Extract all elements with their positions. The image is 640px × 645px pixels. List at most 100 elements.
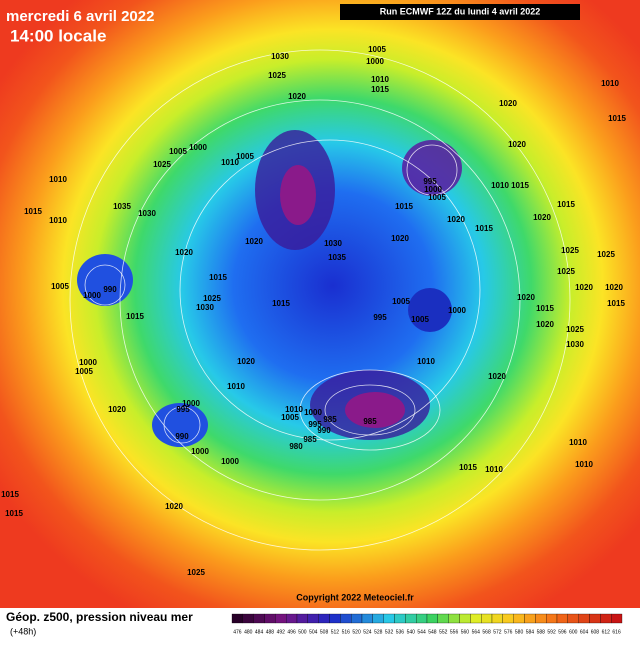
legend-label: 560 (461, 629, 470, 635)
legend-label: 536 (396, 629, 405, 635)
isobar-label: 1015 (209, 273, 227, 282)
legend-label: 504 (309, 629, 318, 635)
legend-label: 540 (407, 629, 416, 635)
legend-label: 488 (266, 629, 275, 635)
legend-swatch (600, 613, 612, 624)
isobar-label: 1005 (411, 315, 429, 324)
isobar-label: 1025 (187, 568, 205, 577)
legend-label: 612 (602, 629, 611, 635)
isobar-label: 1005 (281, 413, 299, 422)
legend-swatch (589, 613, 601, 624)
isobar-label: 1030 (324, 239, 342, 248)
isobar-label: 985 (303, 435, 317, 444)
isobar-label: 1005 (236, 152, 254, 161)
isobar-label: 1030 (138, 209, 156, 218)
legend-label: 592 (547, 629, 556, 635)
isobar-label: 1020 (575, 283, 593, 292)
isobar-label: 1010 (485, 465, 503, 474)
isobar-label: 1020 (508, 140, 526, 149)
isobar-label: 990 (317, 426, 331, 435)
legend-label: 588 (537, 629, 546, 635)
legend-swatch (286, 613, 298, 624)
legend-label: 544 (417, 629, 426, 635)
isobar-label: 995 (308, 420, 322, 429)
isobar-label: 1015 (511, 181, 529, 190)
isobar-label: 1000 (424, 185, 442, 194)
legend-swatch (513, 613, 525, 624)
isobar-label: 985 (323, 415, 337, 424)
legend-swatch (535, 613, 547, 624)
isobar-label: 1005 (51, 282, 69, 291)
isobar-lines (69, 49, 571, 551)
legend-swatch (567, 613, 579, 624)
legend-swatch (340, 613, 352, 624)
isobar-label: 1010 (49, 175, 67, 184)
isobar-label: 1015 (608, 114, 626, 123)
legend-label: 476 (233, 629, 242, 635)
legend-swatch (351, 613, 363, 624)
legend-swatch (242, 613, 254, 624)
isobar-label: 1015 (395, 202, 413, 211)
isobar-label: 1005 (169, 147, 187, 156)
isobar-label: 1020 (517, 293, 535, 302)
isobar (299, 369, 441, 451)
legend-swatch (405, 613, 417, 624)
legend-swatch (416, 613, 428, 624)
legend-label: 572 (493, 629, 502, 635)
legend-label: 480 (244, 629, 253, 635)
caption: Géop. z500, pression niveau mer (6, 610, 193, 624)
isobar-label: 1025 (557, 267, 575, 276)
isobar-label: 1000 (191, 447, 209, 456)
isobar-label: 1015 (536, 304, 554, 313)
isobar-label: 995 (176, 405, 190, 414)
legend-swatch (459, 613, 471, 624)
isobar-label: 1010 (575, 460, 593, 469)
isobar-label: 990 (103, 285, 117, 294)
isobar-label: 1025 (268, 71, 286, 80)
legend-label: 576 (504, 629, 513, 635)
isobar-label: 995 (423, 177, 437, 186)
isobar-label: 1015 (475, 224, 493, 233)
legend-label: 596 (558, 629, 567, 635)
isobar-label: 1020 (447, 215, 465, 224)
isobar (324, 384, 416, 436)
legend-label: 580 (515, 629, 524, 635)
legend-label: 520 (352, 629, 361, 635)
legend-label: 512 (331, 629, 340, 635)
legend-swatch (394, 613, 406, 624)
legend-label: 516 (342, 629, 351, 635)
isobar-label: 1000 (304, 408, 322, 417)
legend-label: 600 (569, 629, 578, 635)
legend-label: 608 (591, 629, 600, 635)
isobar-label: 1000 (189, 143, 207, 152)
isobar-label: 1015 (24, 207, 42, 216)
legend-label: 484 (255, 629, 264, 635)
isobar-label: 1015 (371, 85, 389, 94)
isobar-label: 1000 (182, 399, 200, 408)
isobar-label: 1035 (328, 253, 346, 262)
isobar-label: 1020 (499, 99, 517, 108)
legend-label: 532 (385, 629, 394, 635)
isobar-label: 985 (363, 417, 377, 426)
legend-swatch (556, 613, 568, 624)
isobar-label: 1005 (368, 45, 386, 54)
isobar-label: 1015 (459, 463, 477, 472)
legend-label: 568 (482, 629, 491, 635)
legend-swatch (307, 613, 319, 624)
isobar-label: 1025 (153, 160, 171, 169)
isobar-label: 1020 (175, 248, 193, 257)
legend-label: 604 (580, 629, 589, 635)
legend-swatch (275, 613, 287, 624)
isobar-label: 1015 (557, 200, 575, 209)
legend-swatch (481, 613, 493, 624)
legend-label: 584 (526, 629, 535, 635)
legend-label: 556 (450, 629, 459, 635)
isobar-label: 995 (373, 313, 387, 322)
isobar-label: 1020 (108, 405, 126, 414)
isobar-label: 1015 (607, 299, 625, 308)
legend-swatch (383, 613, 395, 624)
isobar-label: 1010 (417, 357, 435, 366)
isobar-label: 1000 (448, 306, 466, 315)
legend-swatch (470, 613, 482, 624)
